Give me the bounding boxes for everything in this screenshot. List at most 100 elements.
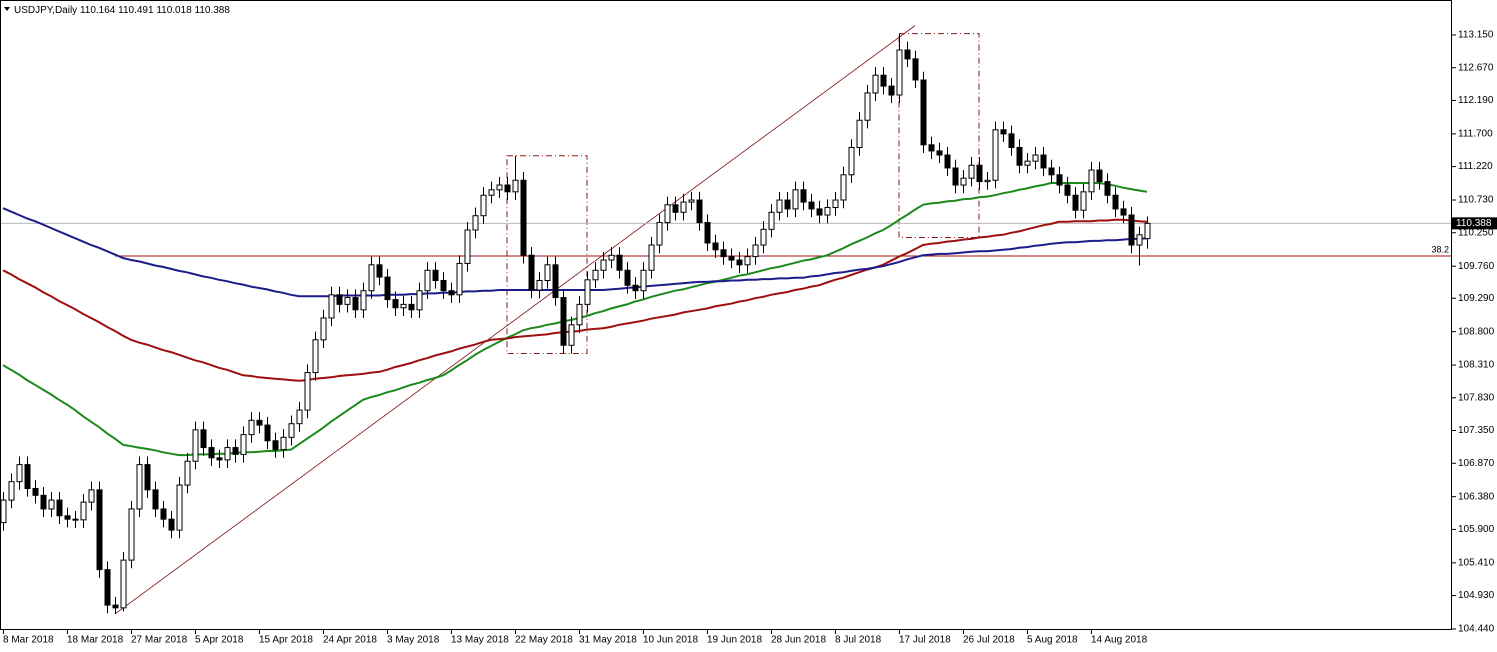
candle-body <box>0 499 7 524</box>
candle-body <box>120 559 127 609</box>
candle-body <box>936 150 943 156</box>
candle-body <box>176 484 183 531</box>
candle-body <box>1000 129 1007 135</box>
candle-body <box>856 119 863 149</box>
candle-body <box>424 269 431 292</box>
y-tick-label: 106.870 <box>1458 458 1495 469</box>
candle-body <box>96 489 103 571</box>
candle-body <box>952 167 959 186</box>
candle-body <box>640 269 647 292</box>
candle-body <box>216 457 223 461</box>
y-tick-label: 111.220 <box>1458 161 1493 172</box>
candle-body <box>904 49 911 60</box>
y-tick-label: 109.760 <box>1458 261 1495 272</box>
candle-body <box>104 569 111 606</box>
candle-body <box>320 317 327 341</box>
x-tick-label: 5 Aug 2018 <box>1027 635 1078 646</box>
candle-body <box>1016 147 1023 166</box>
candle-body <box>912 58 919 81</box>
x-tick-label: 8 Jul 2018 <box>835 635 882 646</box>
y-tick-label: 107.830 <box>1458 392 1495 403</box>
candle-body <box>160 508 167 520</box>
candle-body <box>440 279 447 292</box>
candle-body <box>208 447 215 459</box>
last-close: 110.388 <box>195 5 231 16</box>
candle-body <box>888 85 895 96</box>
candle-body <box>1136 234 1143 246</box>
candle-body <box>560 297 567 346</box>
x-tick-label: 15 Apr 2018 <box>259 635 313 646</box>
candle-body <box>128 508 135 561</box>
candle-body <box>752 244 759 258</box>
candle-body <box>864 92 871 121</box>
menu-arrow[interactable] <box>4 7 10 11</box>
candle-body <box>456 262 463 296</box>
candle-body <box>184 460 191 486</box>
moving-average <box>2 207 1148 298</box>
candle-body <box>984 179 991 183</box>
last-low: 110.018 <box>156 5 192 16</box>
x-tick-label: 10 Jun 2018 <box>643 635 698 646</box>
candle-body <box>272 440 279 451</box>
candle-body <box>232 447 239 455</box>
y-tick-label: 110.730 <box>1458 195 1494 206</box>
y-tick-label: 108.310 <box>1458 360 1495 371</box>
trend-line <box>114 25 916 615</box>
candle-body <box>488 189 495 196</box>
candle-body <box>552 264 559 299</box>
candle-body <box>464 229 471 264</box>
candle-body <box>664 204 671 224</box>
candle-body <box>736 259 743 266</box>
x-tick-label: 31 May 2018 <box>579 635 637 646</box>
candle-body <box>1096 169 1103 183</box>
range-box <box>506 155 588 354</box>
candle-body <box>768 211 775 230</box>
y-tick-label: 112.670 <box>1458 62 1494 73</box>
candle-body <box>632 284 639 292</box>
candle-body <box>360 290 367 311</box>
candle-body <box>256 419 263 426</box>
candle-body <box>224 447 231 461</box>
fib-label: 38.2 <box>1431 244 1449 254</box>
candle-body <box>808 201 815 210</box>
x-tick-label: 27 Mar 2018 <box>131 635 188 646</box>
symbol: USDJPY,Daily <box>14 5 77 16</box>
candle-body <box>624 269 631 286</box>
candle-body <box>8 481 15 501</box>
candle-body <box>776 199 783 213</box>
y-tick-label: 108.800 <box>1458 326 1495 337</box>
candle-body <box>896 49 903 96</box>
candle-body <box>592 269 599 281</box>
price-tag-label: 110.388 <box>1456 218 1492 229</box>
y-tick-label: 104.440 <box>1458 624 1495 635</box>
candle-body <box>192 429 199 462</box>
y-tick-label: 105.900 <box>1458 524 1495 535</box>
x-tick-label: 18 Mar 2018 <box>67 635 124 646</box>
candle-body <box>784 199 791 210</box>
candle-body <box>648 244 655 271</box>
price-tag <box>1452 217 1497 230</box>
candle-body <box>880 74 887 87</box>
x-tick-label: 5 Apr 2018 <box>195 635 244 646</box>
candle-body <box>968 164 975 179</box>
candle-body <box>704 222 711 244</box>
candle-body <box>600 259 607 271</box>
candle-body <box>48 499 55 510</box>
candle-body <box>248 419 255 436</box>
candle-body <box>336 294 343 305</box>
candle-body <box>432 269 439 281</box>
candle-body <box>872 74 879 94</box>
candle-body <box>472 215 479 231</box>
candle-body <box>296 409 303 425</box>
candle-body <box>1112 194 1119 210</box>
x-tick-label: 28 Jun 2018 <box>771 635 826 646</box>
candle-body <box>760 228 767 246</box>
candle-body <box>920 79 927 146</box>
plot: 38.2 <box>0 25 1452 615</box>
candle-body <box>328 294 335 319</box>
candle-body <box>80 501 87 521</box>
y-tick-label: 105.410 <box>1458 557 1495 568</box>
candle-body <box>264 424 271 442</box>
x-tick-label: 13 May 2018 <box>451 635 509 646</box>
y-tick-label: 106.380 <box>1458 491 1495 502</box>
